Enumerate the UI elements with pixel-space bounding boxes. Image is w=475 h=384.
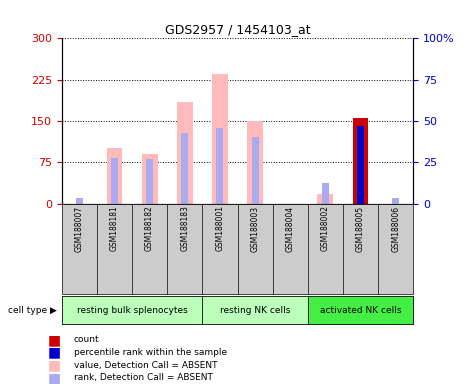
Bar (177, 102, 193, 204)
Text: GSM188003: GSM188003 (251, 205, 259, 252)
Bar (106, 149, 123, 204)
Text: GSM188002: GSM188002 (321, 205, 330, 252)
Text: GSM188007: GSM188007 (75, 205, 84, 252)
Text: GSM188001: GSM188001 (216, 205, 224, 252)
Text: GSM188181: GSM188181 (110, 205, 119, 251)
Bar (252, 137, 258, 204)
Text: count: count (74, 335, 99, 344)
Text: GSM188182: GSM188182 (145, 205, 154, 251)
Text: resting NK cells: resting NK cells (220, 306, 290, 314)
Text: rank, Detection Call = ABSENT: rank, Detection Call = ABSENT (74, 373, 212, 382)
Text: ■: ■ (48, 371, 61, 384)
Text: GSM188183: GSM188183 (180, 205, 189, 251)
Text: ■: ■ (48, 358, 61, 372)
Bar (111, 158, 118, 204)
Title: GDS2957 / 1454103_at: GDS2957 / 1454103_at (165, 23, 310, 36)
Bar (212, 74, 228, 204)
Text: activated NK cells: activated NK cells (320, 306, 401, 314)
Bar (76, 198, 83, 204)
Bar (217, 127, 223, 204)
Text: GSM188006: GSM188006 (391, 205, 400, 252)
Bar (357, 126, 364, 204)
Bar (181, 133, 188, 204)
Text: ■: ■ (48, 333, 61, 347)
Text: resting bulk splenocytes: resting bulk splenocytes (76, 306, 188, 314)
Bar (317, 194, 333, 204)
Text: value, Detection Call = ABSENT: value, Detection Call = ABSENT (74, 361, 217, 370)
Bar (352, 118, 369, 204)
Bar (142, 154, 158, 204)
Text: GSM188004: GSM188004 (286, 205, 294, 252)
Text: GSM188005: GSM188005 (356, 205, 365, 252)
Bar (322, 183, 329, 204)
Bar (146, 159, 153, 204)
Bar (392, 198, 399, 204)
Text: percentile rank within the sample: percentile rank within the sample (74, 348, 227, 357)
Text: cell type ▶: cell type ▶ (8, 306, 57, 314)
Text: ■: ■ (48, 346, 61, 359)
Bar (247, 121, 263, 204)
